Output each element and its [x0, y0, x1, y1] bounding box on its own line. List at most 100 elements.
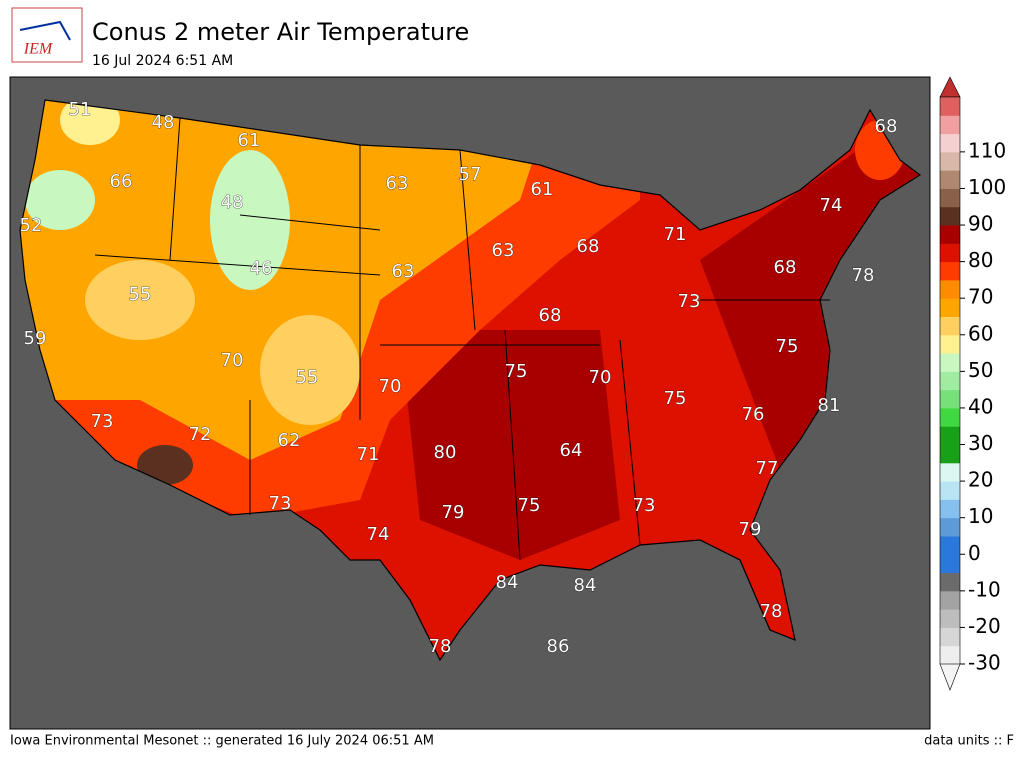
temperature-label: 71 [357, 444, 380, 465]
temperature-label: 71 [664, 224, 687, 245]
logo-icon [19, 20, 71, 41]
temperature-label: 72 [189, 424, 212, 445]
temperature-label: 77 [756, 458, 779, 479]
temperature-label: 70 [379, 376, 402, 397]
temperature-label: 46 [250, 258, 273, 279]
temperature-label: 68 [577, 236, 600, 257]
temperature-label: 74 [367, 524, 390, 545]
footer-right: data units :: F [924, 734, 1014, 749]
colorbar-tick-label: 30 [968, 431, 993, 455]
temperature-label: 79 [442, 502, 465, 523]
colorbar-segment [940, 499, 960, 519]
field-hot [400, 330, 620, 560]
temperature-label: 73 [91, 411, 114, 432]
colorbar-segment [940, 627, 960, 647]
colorbar-segment [940, 444, 960, 464]
temperature-label: 73 [678, 291, 701, 312]
colorbar-tick-label: 110 [968, 138, 1006, 162]
colorbar-segment [940, 316, 960, 336]
colorbar-segment [940, 645, 960, 665]
colorbar-segment [940, 298, 960, 317]
temperature-label: 75 [664, 388, 687, 409]
temperature-label: 74 [820, 195, 843, 216]
colorbar-segment [940, 572, 960, 592]
temperature-label: 79 [739, 519, 762, 540]
colorbar-segment [940, 151, 960, 171]
logo-frame [11, 7, 83, 63]
colorbar-segment [940, 206, 960, 226]
temperature-label: 68 [875, 116, 898, 137]
title: Conus 2 meter Air Temperature [92, 18, 469, 46]
temperature-label: 61 [238, 130, 261, 151]
temperature-label: 51 [69, 99, 92, 120]
temperature-label: 78 [852, 265, 875, 286]
colorbar-segment [940, 535, 960, 555]
temperature-label: 84 [496, 572, 519, 593]
temperature-label: 48 [152, 112, 175, 133]
colorbar-segment [940, 462, 960, 482]
colorbar-tick-label: 40 [968, 394, 993, 418]
temperature-label: 63 [392, 261, 415, 282]
colorbar-tick-label: 80 [968, 248, 993, 272]
colorbar-tick-label: -30 [968, 651, 1001, 675]
temperature-label: 68 [774, 257, 797, 278]
colorbar-segment [940, 481, 960, 500]
temperature-label: 63 [386, 173, 409, 194]
subtitle: 16 Jul 2024 6:51 AM [92, 53, 233, 69]
temperature-label: 81 [818, 395, 841, 416]
colorbar-tick-label: 20 [968, 468, 993, 492]
colorbar-tick-label: 50 [968, 358, 993, 382]
colorbar-segment [940, 243, 960, 263]
temperature-label: 78 [429, 636, 452, 657]
temperature-label: 62 [278, 430, 301, 451]
colorbar-tick-label: 90 [968, 212, 993, 236]
temperature-label: 59 [24, 328, 47, 349]
temperature-label: 78 [760, 601, 783, 622]
colorbar-tick-label: -10 [968, 577, 1001, 601]
temperature-label: 48 [221, 192, 244, 213]
field-cool [260, 315, 360, 425]
colorbar-segment [940, 590, 960, 610]
field-hottest [137, 445, 193, 485]
temperature-label: 68 [539, 305, 562, 326]
colorbar-tick-label: 100 [968, 175, 1006, 199]
field-cool [85, 260, 195, 340]
temperature-label: 73 [269, 493, 292, 514]
field-cold [210, 150, 290, 290]
map [9, 76, 931, 730]
colorbar-segment [940, 225, 960, 244]
colorbar-segment [940, 170, 960, 189]
state-borders [94, 117, 830, 561]
colorbar-segment [940, 426, 960, 446]
temperature-label: 76 [742, 404, 765, 425]
colorbar-segment [940, 609, 960, 628]
colorbar-segment [940, 554, 960, 574]
colorbar-segment [940, 353, 960, 372]
colorbar-segment [940, 97, 960, 116]
colorbar-segment [940, 371, 960, 391]
temperature-label: 55 [129, 284, 152, 305]
field-cold [25, 170, 95, 230]
temperature-label: 70 [221, 350, 244, 371]
colorbar-segment [940, 261, 960, 281]
temperature-label: 84 [574, 575, 597, 596]
logo-text: IEM [23, 41, 54, 58]
colorbar-segment [940, 133, 960, 153]
colorbar-segment [940, 407, 960, 427]
colorbar-segment [940, 115, 960, 135]
temperature-label: 64 [560, 440, 583, 461]
colorbar-tick-label: 0 [968, 541, 981, 565]
colorbar-segment [940, 517, 960, 537]
temperature-label: 63 [492, 240, 515, 261]
colorbar-segment [940, 389, 960, 409]
temperature-label: 57 [459, 164, 482, 185]
temperature-label: 66 [110, 171, 133, 192]
colorbar-tick-label: 60 [968, 321, 993, 345]
temperature-label: 70 [589, 367, 612, 388]
colorbar-tick-label: 70 [968, 285, 993, 309]
temperature-label: 75 [505, 361, 528, 382]
temperature-label: 75 [776, 336, 799, 357]
temperature-label: 52 [20, 215, 43, 236]
colorbar: -30 -20 -10 0 10 20 30 40 50 60 70 80 90 100 110 [939, 76, 1006, 691]
